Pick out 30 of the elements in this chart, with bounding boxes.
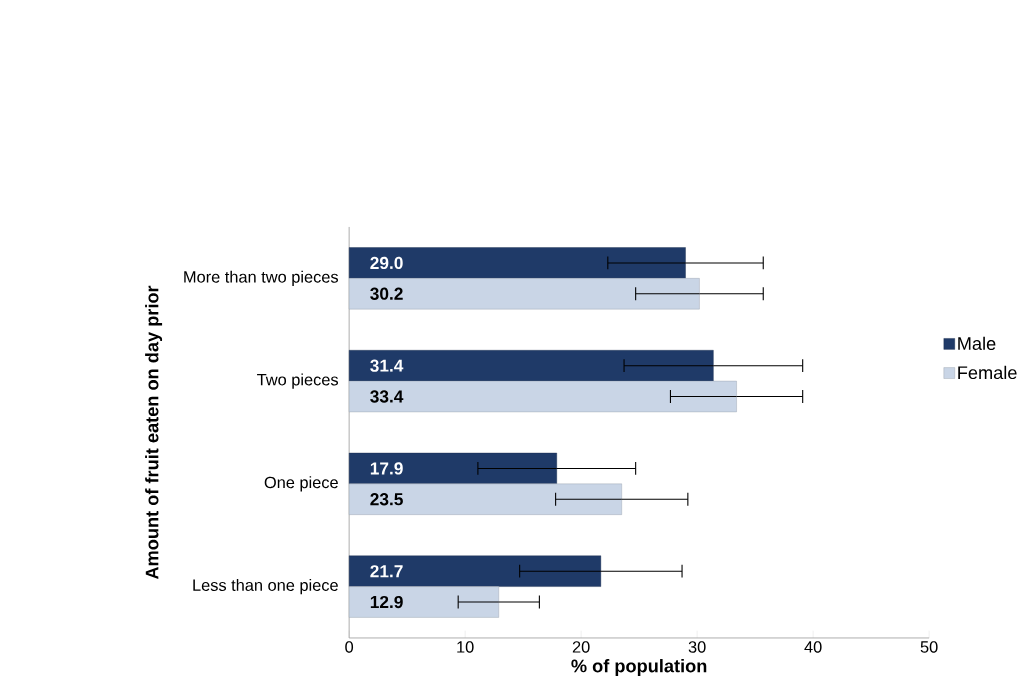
bar xyxy=(348,350,714,382)
data-label: 12.9 xyxy=(370,595,403,609)
x-tick-label: 30 xyxy=(688,641,706,653)
data-label: 33.4 xyxy=(370,390,404,403)
data-label: 29.0 xyxy=(370,256,403,270)
bar xyxy=(348,483,622,515)
bar xyxy=(348,278,700,310)
bar xyxy=(348,586,499,618)
data-label: 23.5 xyxy=(370,493,403,506)
data-label: 31.4 xyxy=(370,359,404,372)
y-axis-title: Amount of fruit eaten on day prior xyxy=(145,285,163,580)
y-tick-label: Less than one piece xyxy=(193,578,338,595)
bar xyxy=(348,555,602,587)
x-tick-label: 40 xyxy=(804,641,822,653)
x-tick-label: 0 xyxy=(345,641,354,653)
data-label: 17.9 xyxy=(370,462,403,475)
data-label: 30.2 xyxy=(370,287,403,300)
y-tick-label: More than two pieces xyxy=(184,270,339,286)
x-tick-label: 20 xyxy=(572,641,590,653)
y-tick-label: Two pieces xyxy=(257,373,339,389)
bar xyxy=(348,247,686,279)
x-tick-label: 10 xyxy=(457,641,474,653)
x-axis-title: % of population xyxy=(571,659,707,676)
x-tick-label: 50 xyxy=(920,641,938,653)
legend-label: Male xyxy=(958,336,996,351)
bar xyxy=(348,380,737,413)
legend-label: Female xyxy=(958,365,1017,380)
bar xyxy=(348,452,557,485)
y-tick-label: One piece xyxy=(264,476,338,492)
data-label: 21.7 xyxy=(370,565,403,578)
